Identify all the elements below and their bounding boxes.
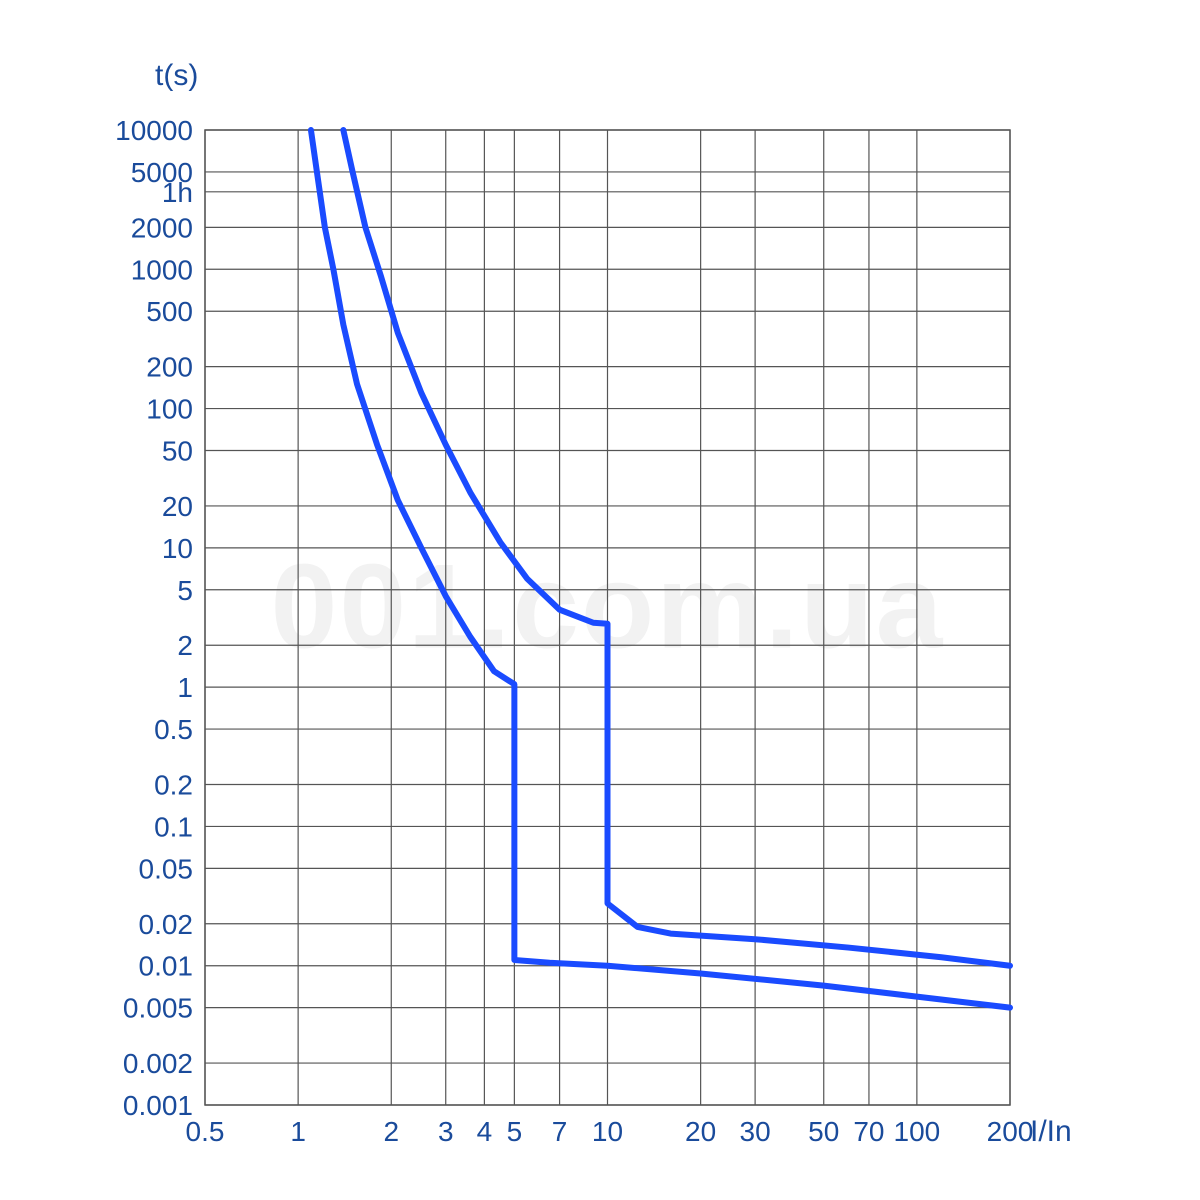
x-tick-label: 70 xyxy=(853,1116,884,1147)
y-tick-label: 0.5 xyxy=(154,714,193,745)
x-tick-label: 0.5 xyxy=(186,1116,225,1147)
y-tick-label: 200 xyxy=(146,352,193,383)
y-tick-label: 2 xyxy=(177,630,193,661)
y-tick-label: 0.2 xyxy=(154,769,193,800)
y-tick-label: 0.002 xyxy=(123,1048,193,1079)
y-tick-label: 100 xyxy=(146,394,193,425)
x-tick-label: 5 xyxy=(507,1116,523,1147)
x-tick-label: 30 xyxy=(740,1116,771,1147)
chart-svg: 001.com.ua0.0010.0020.0050.010.020.050.1… xyxy=(0,0,1200,1200)
y-tick-label: 0.005 xyxy=(123,993,193,1024)
x-axis-title: I/In xyxy=(1030,1115,1072,1148)
y-tick-label: 2000 xyxy=(131,212,193,243)
y-axis-title: t(s) xyxy=(155,59,198,92)
x-tick-label: 10 xyxy=(592,1116,623,1147)
y-tick-label: 0.001 xyxy=(123,1090,193,1121)
x-tick-label: 2 xyxy=(383,1116,399,1147)
y-tick-label: 10000 xyxy=(115,115,193,146)
y-tick-label: 1000 xyxy=(131,254,193,285)
x-tick-label: 100 xyxy=(894,1116,941,1147)
y-tick-label: 20 xyxy=(162,491,193,522)
trip-curve-chart: 001.com.ua0.0010.0020.0050.010.020.050.1… xyxy=(0,0,1200,1200)
y-tick-label: 500 xyxy=(146,296,193,327)
y-tick-label: 10 xyxy=(162,533,193,564)
y-tick-label: 5000 xyxy=(131,157,193,188)
y-tick-label: 0.05 xyxy=(139,853,194,884)
x-tick-label: 3 xyxy=(438,1116,454,1147)
y-tick-label: 0.02 xyxy=(139,909,194,940)
x-tick-label: 4 xyxy=(477,1116,493,1147)
x-tick-label: 50 xyxy=(808,1116,839,1147)
y-tick-label: 0.1 xyxy=(154,811,193,842)
y-tick-label: 0.01 xyxy=(139,951,194,982)
x-tick-label: 200 xyxy=(987,1116,1034,1147)
y-tick-label: 5 xyxy=(177,575,193,606)
y-tick-label: 1 xyxy=(177,672,193,703)
x-tick-label: 20 xyxy=(685,1116,716,1147)
x-tick-label: 1 xyxy=(290,1116,306,1147)
y-tick-label: 50 xyxy=(162,436,193,467)
x-tick-label: 7 xyxy=(552,1116,568,1147)
